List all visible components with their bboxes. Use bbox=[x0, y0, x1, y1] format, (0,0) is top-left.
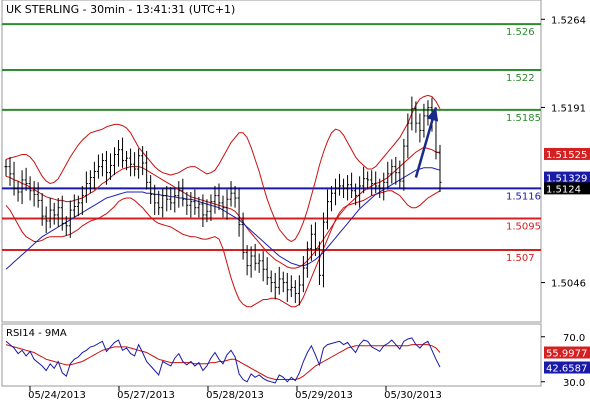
y-tick-label: 1.5046 bbox=[551, 279, 586, 290]
x-axis: 05/24/2013 05/27/2013 05/28/2013 05/29/2013… bbox=[28, 386, 442, 400]
rsi-value-badge bbox=[544, 346, 590, 359]
y-tick-label: 1.5191 bbox=[551, 103, 586, 114]
bollinger-upper-line bbox=[5, 94, 441, 243]
value-badge-label: 1.51525 bbox=[546, 150, 587, 161]
value-badge bbox=[544, 182, 590, 195]
x-tick-label: 05/30/2013 bbox=[384, 390, 442, 400]
rsi-value-badge-label: 55.9977 bbox=[546, 349, 587, 360]
x-tick-label: 05/24/2013 bbox=[28, 390, 86, 400]
level-label: 1.5116 bbox=[506, 191, 541, 202]
level-label: 1.522 bbox=[506, 73, 535, 84]
bollinger-bands bbox=[5, 94, 441, 308]
rsi-value-badge bbox=[544, 361, 590, 374]
rsi-panel-frame bbox=[1, 323, 542, 387]
rsi-y-tick-label: 30.0 bbox=[563, 378, 585, 389]
forecast-arrow-head bbox=[426, 107, 439, 122]
price-levels: 1.526 1.522 1.5185 1.5116 1.5095 1.507 bbox=[2, 23, 541, 264]
value-badge bbox=[544, 171, 590, 184]
rsi-line bbox=[5, 337, 441, 384]
x-tick-label: 05/27/2013 bbox=[117, 390, 175, 400]
level-label: 1.5185 bbox=[506, 113, 541, 124]
level-label: 1.507 bbox=[506, 253, 535, 264]
level-label: 1.526 bbox=[506, 27, 535, 38]
rsi-y-tick-label: 70.0 bbox=[563, 333, 585, 344]
rsi-ma-line bbox=[5, 344, 441, 380]
price-panel-frame bbox=[1, 0, 542, 323]
value-badge-label: 1.5124 bbox=[546, 184, 581, 195]
forecast-arrow bbox=[414, 107, 439, 178]
rsi-y-axis: 70.0 30.0 55.9977 42.6587 bbox=[541, 333, 590, 389]
x-tick-label: 05/28/2013 bbox=[206, 390, 264, 400]
rsi-title: RSI14 - 9MA bbox=[6, 328, 67, 339]
price-bars bbox=[4, 96, 442, 306]
value-badge-label: 1.51329 bbox=[546, 174, 587, 185]
rsi-value-badge-label: 42.6587 bbox=[546, 364, 587, 375]
chart-title: UK STERLING - 30min - 13:41:31 (UTC+1) bbox=[6, 3, 235, 16]
rsi-lines bbox=[5, 337, 441, 384]
value-badge bbox=[544, 147, 590, 160]
level-label: 1.5095 bbox=[506, 222, 541, 233]
bollinger-lower-line bbox=[5, 190, 441, 308]
y-tick-label: 1.5264 bbox=[551, 15, 586, 26]
x-tick-label: 05/29/2013 bbox=[295, 390, 353, 400]
